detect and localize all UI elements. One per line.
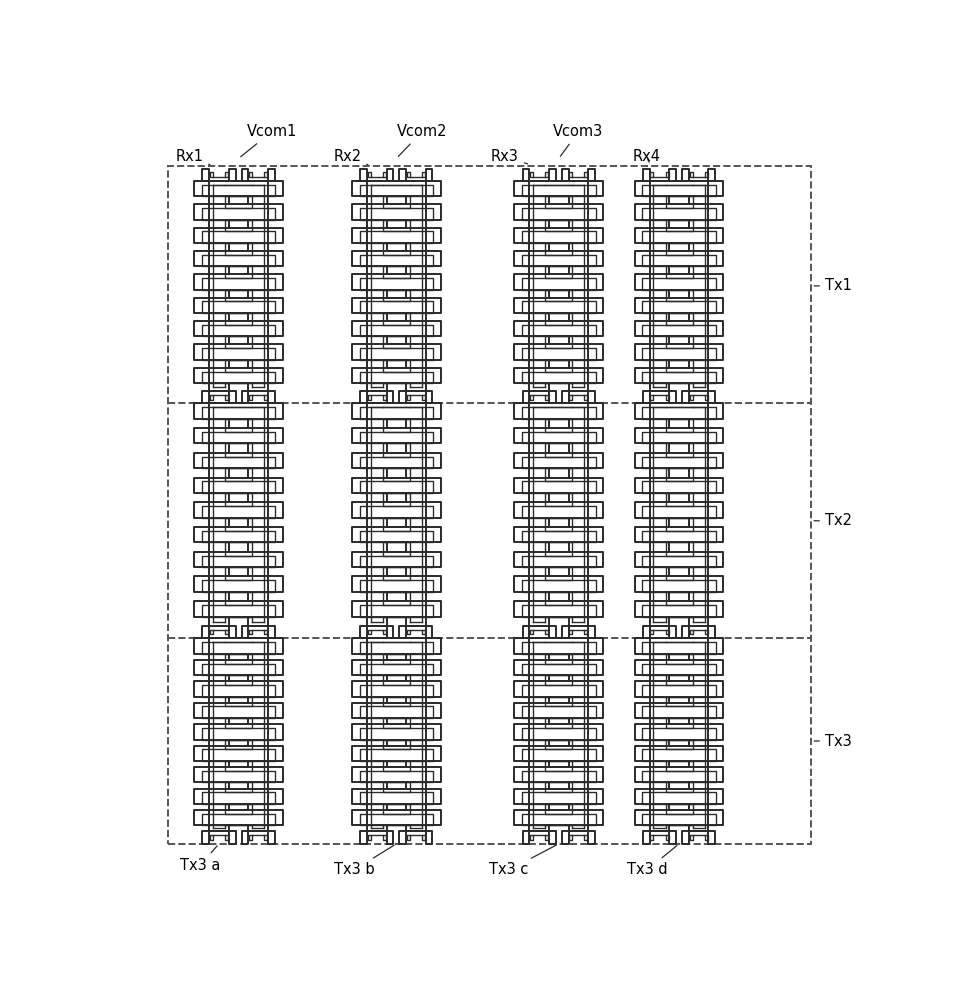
Text: Tx3: Tx3 [813,734,851,749]
Text: Tx3 a: Tx3 a [180,846,220,873]
Text: Tx1: Tx1 [813,278,851,293]
Text: Rx1: Rx1 [175,149,209,165]
Text: Tx3 b: Tx3 b [333,845,393,877]
Text: Vcom1: Vcom1 [240,124,297,157]
Text: Vcom2: Vcom2 [396,124,447,156]
Bar [168,166,810,844]
Text: Tx2: Tx2 [813,513,851,528]
Text: Rx2: Rx2 [333,149,367,165]
Text: Rx4: Rx4 [632,149,660,164]
Text: Rx3: Rx3 [490,149,527,164]
Text: Tx3 c: Tx3 c [489,845,556,877]
Text: Vcom3: Vcom3 [552,124,603,156]
Text: Tx3 d: Tx3 d [627,846,676,877]
